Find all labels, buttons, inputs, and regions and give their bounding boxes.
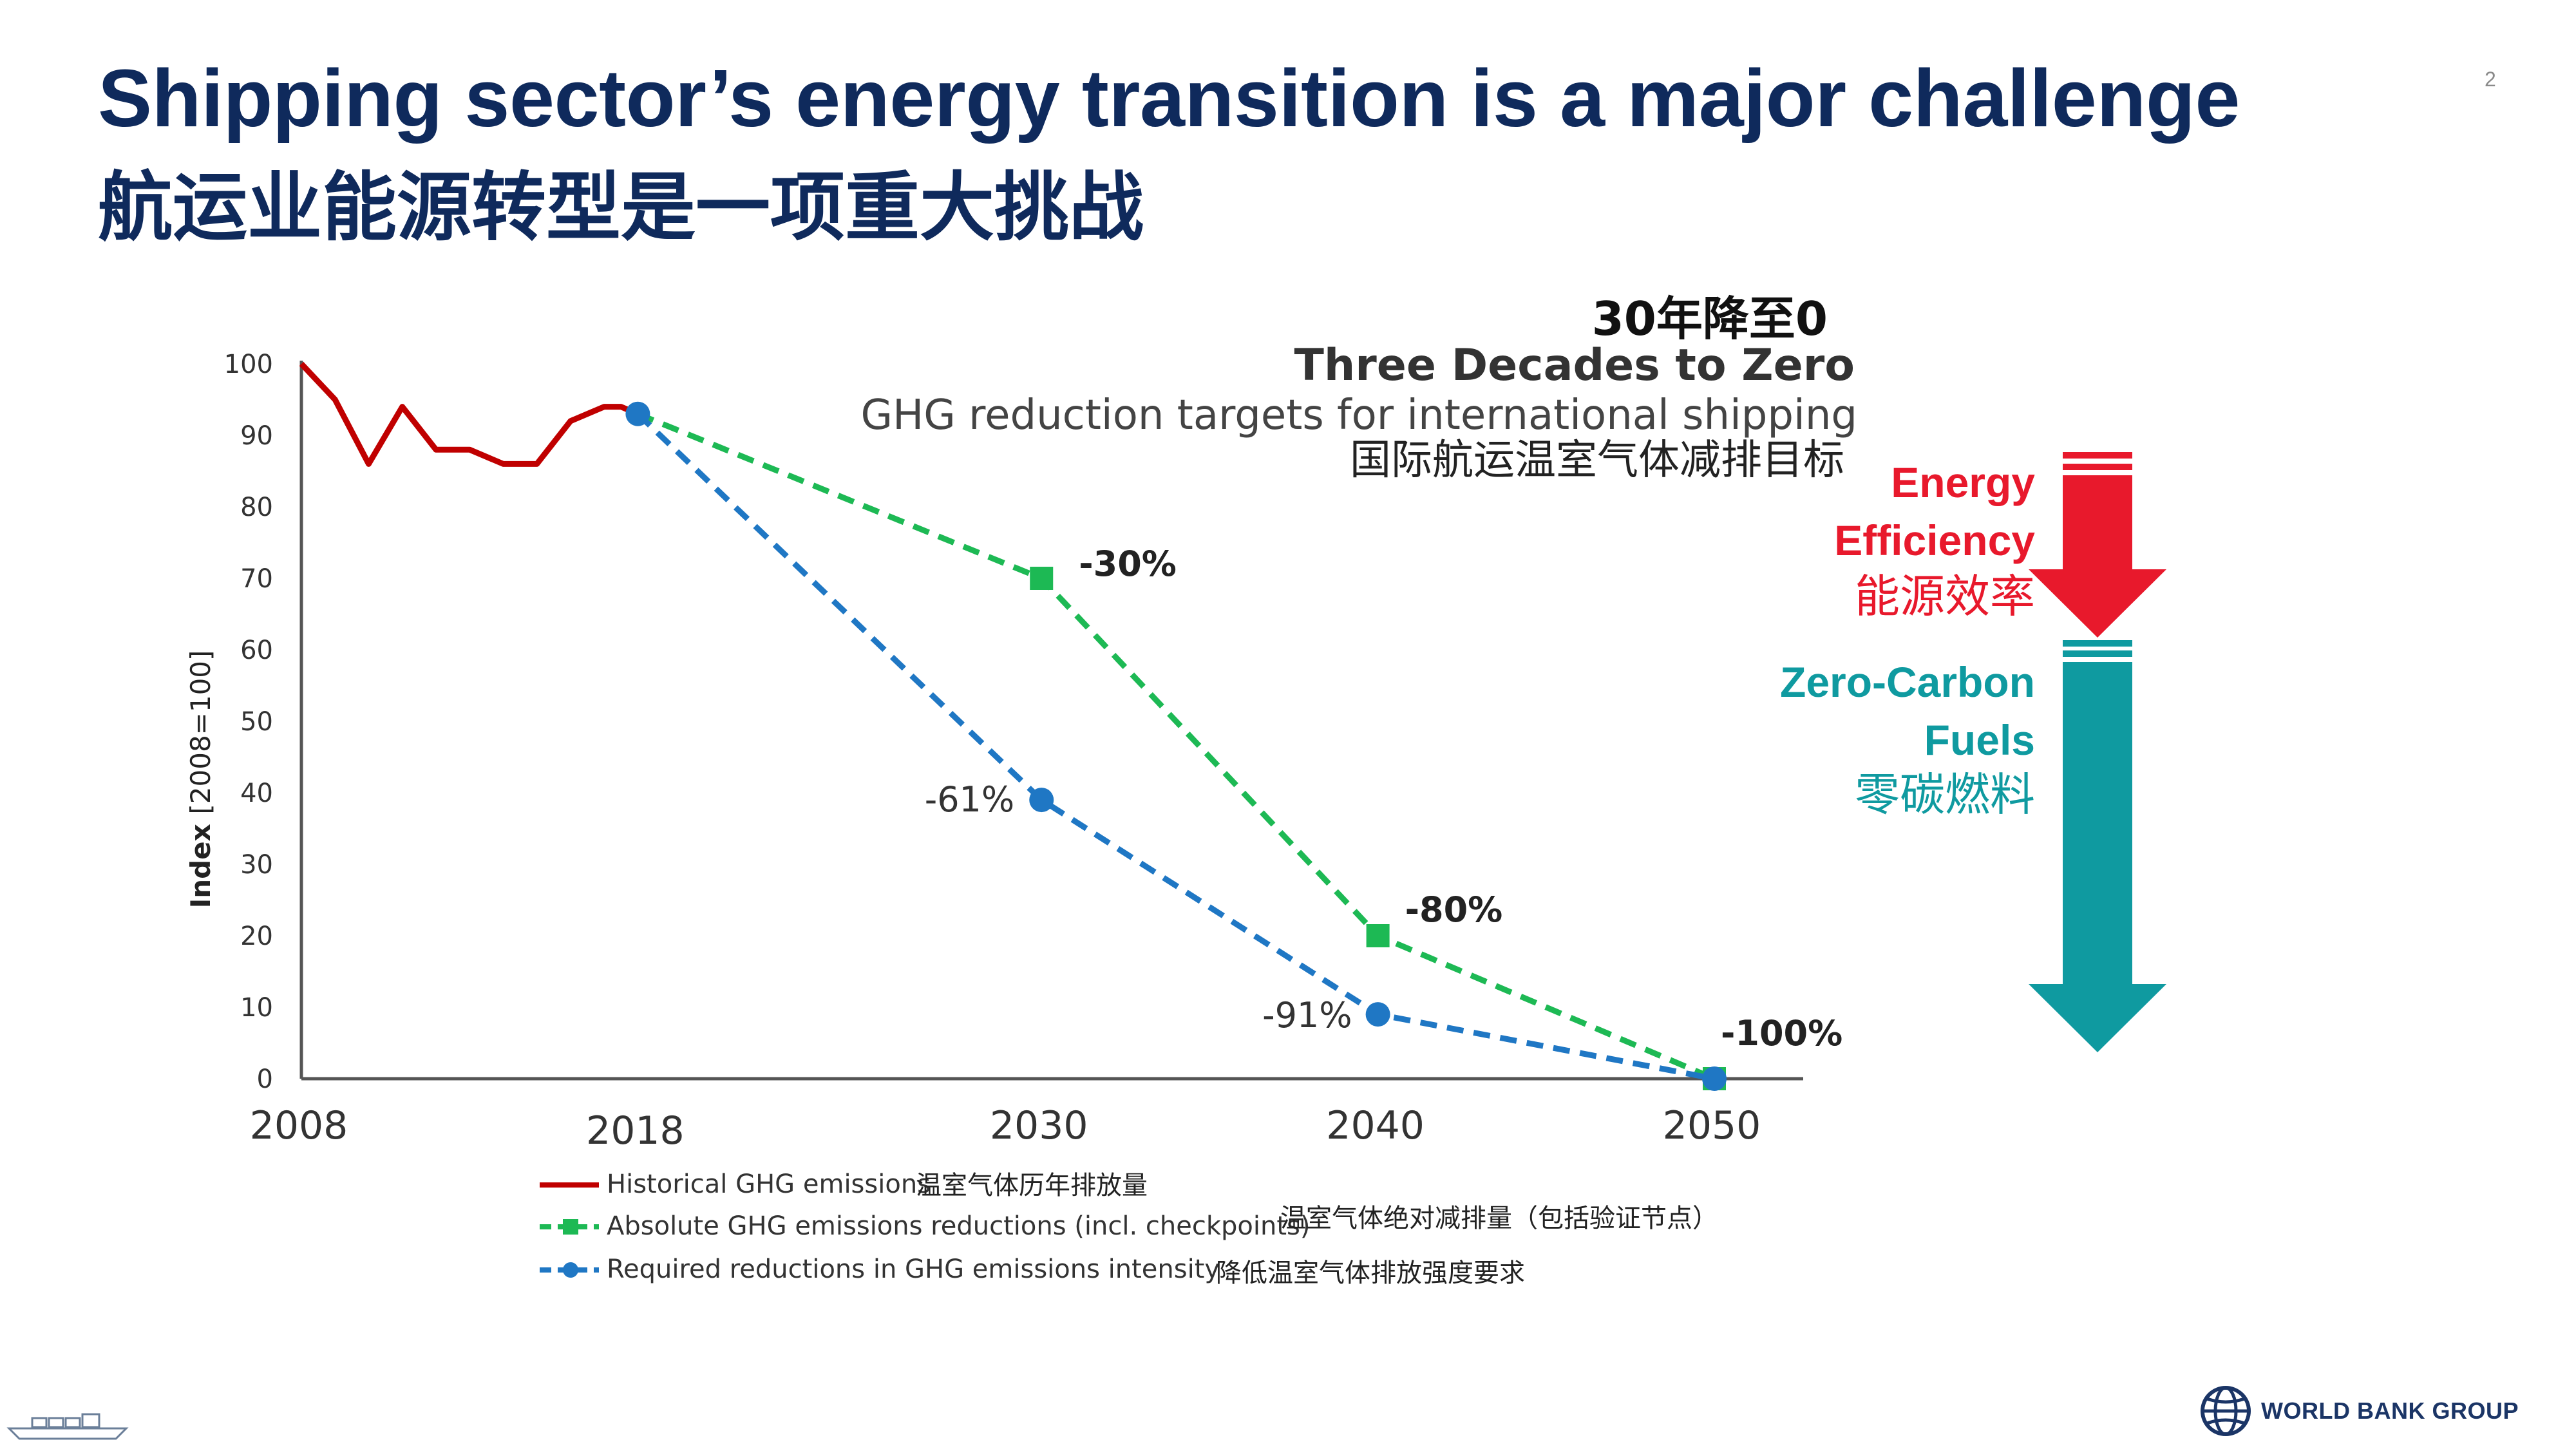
data-point-circle [625,401,650,426]
legend-item-intensity: Required reductions in GHG emissions int… [540,1255,1525,1288]
globe-icon [2201,1386,2251,1436]
chart-legend: Historical GHG emissions 温室气体历年排放量 Absol… [540,1170,1718,1288]
legend-label-absolute: Absolute GHG emissions reductions (incl.… [607,1211,1310,1241]
y-tick-label: 0 [257,1065,273,1094]
ship-icon [6,1413,129,1440]
series-line-0 [299,361,639,467]
series-line-2 [636,412,1715,1082]
y-tick-label: 20 [240,922,273,951]
y-tick-label: 50 [240,707,273,737]
y-tick-label: 100 [224,350,273,379]
fuels-arrow-stripe-2 [2063,650,2132,657]
page-number: 2 [2485,68,2496,91]
x-tick-label: 2040 [1326,1103,1425,1148]
series-line-1 [636,411,1716,1082]
legend-label-historical-zh: 温室气体历年排放量 [916,1171,1148,1200]
fuels-label-en-1: Zero-Carbon [1780,658,2035,706]
y-tick-label: 30 [240,850,273,880]
efficiency-arrow-shape [2029,475,2166,638]
chart-subtitle-zh: 国际航运温室气体减排目标 [1350,437,1844,484]
y-tick-label: 10 [240,993,273,1023]
page-title: Shipping sector’s energy transition is a… [98,53,2240,144]
data-label: -100% [1721,1013,1842,1054]
chart-title-en: Three Decades to Zero [1294,340,1855,391]
data-point-circle [1702,1066,1727,1091]
world-bank-logo-text: WORLD BANK GROUP [2261,1397,2519,1424]
data-label: -61% [925,779,1015,820]
fuels-arrow-stripe-1 [2063,640,2132,647]
y-tick-label: 70 [240,564,273,594]
chart-subtitle-en: GHG reduction targets for international … [861,392,1858,439]
world-bank-logo: WORLD BANK GROUP [2199,1385,2519,1437]
legend-item-historical: Historical GHG emissions 温室气体历年排放量 [540,1170,1148,1200]
fuels-label-zh: 零碳燃料 [1855,768,2035,821]
x-tick-label: 2030 [990,1103,1088,1148]
legend-marker-intensity [563,1262,578,1278]
data-label: -91% [1262,995,1352,1036]
legend-label-intensity: Required reductions in GHG emissions int… [607,1255,1220,1284]
data-label: -30% [1079,544,1177,584]
y-tick-label: 60 [240,636,273,665]
data-point-square [1030,567,1054,590]
y-tick-label: 90 [240,421,273,451]
chart-annotations: -30% -61% -80% -91% -100% [925,544,1843,1054]
legend-marker-absolute [563,1219,578,1235]
x-tick-label: 2008 [250,1103,348,1148]
chart-series [299,361,1716,1082]
legend-label-intensity-zh: 降低温室气体排放强度要求 [1216,1258,1525,1288]
chart-markers [625,401,1727,1091]
fuels-label-en-2: Fuels [1924,716,2035,764]
data-point-circle [1029,788,1054,813]
x-tick-label: 2018 [586,1108,685,1153]
data-label: -80% [1405,889,1503,930]
data-point-circle [1365,1002,1390,1027]
data-point-square [1366,924,1390,947]
y-tick-label: 80 [240,493,273,522]
efficiency-arrow-stripe-2 [2063,464,2132,470]
chart-title-block: 30年降至0 Three Decades to Zero GHG reducti… [861,292,1858,484]
efficiency-label-en-2: Efficiency [1834,516,2035,564]
y-tick-label: 40 [240,779,273,808]
efficiency-label-en-1: Energy [1891,459,2035,506]
legend-label-absolute-zh: 温室气体绝对减排量（包括验证节点） [1280,1204,1718,1233]
y-axis-label: Index [2008=100] [185,650,216,909]
fuels-arrow-shape [2029,662,2166,1052]
efficiency-arrow: Energy Efficiency 能源效率 [1834,452,2166,638]
x-tick-label: 2050 [1663,1103,1761,1148]
chart-title-zh: 30年降至0 [1592,292,1828,346]
legend-label-historical: Historical GHG emissions [607,1170,931,1199]
fuels-arrow: Zero-Carbon Fuels 零碳燃料 [1780,640,2166,1052]
efficiency-label-zh: 能源效率 [1855,570,2035,623]
legend-item-absolute: Absolute GHG emissions reductions (incl.… [540,1204,1718,1241]
efficiency-arrow-stripe-1 [2063,452,2132,459]
page-title-zh: 航运业能源转型是一项重大挑战 [98,166,1144,249]
